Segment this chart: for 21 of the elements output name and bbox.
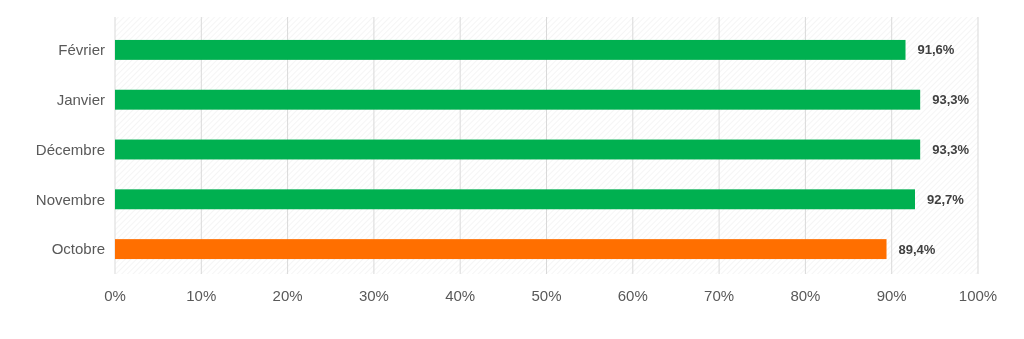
data-label: 93,3% (932, 92, 970, 108)
x-tick-label: 50% (531, 287, 562, 304)
x-tick-label: 100% (958, 287, 998, 304)
x-tick-label: 70% (704, 287, 735, 304)
data-label: 91,6% (917, 42, 955, 58)
data-label: 93,3% (932, 142, 970, 158)
y-tick-label: Février (58, 41, 105, 59)
x-tick-label: 80% (790, 287, 821, 304)
x-tick-label: 40% (445, 287, 476, 304)
x-tick-label: 10% (186, 287, 217, 304)
x-tick-label: 90% (876, 287, 907, 304)
y-tick-label: Octobre (51, 240, 105, 258)
y-tick-label: Janvier (56, 90, 105, 108)
y-tick-label: Décembre (35, 140, 105, 158)
x-tick-label: 60% (617, 287, 648, 304)
x-tick-label: 30% (358, 287, 389, 304)
x-tick-label: 0% (104, 287, 126, 304)
y-tick-label: Novembre (35, 190, 105, 208)
x-tick-label: 20% (272, 287, 303, 304)
data-label: 89,4% (898, 241, 936, 257)
data-label: 92,7% (927, 191, 965, 207)
